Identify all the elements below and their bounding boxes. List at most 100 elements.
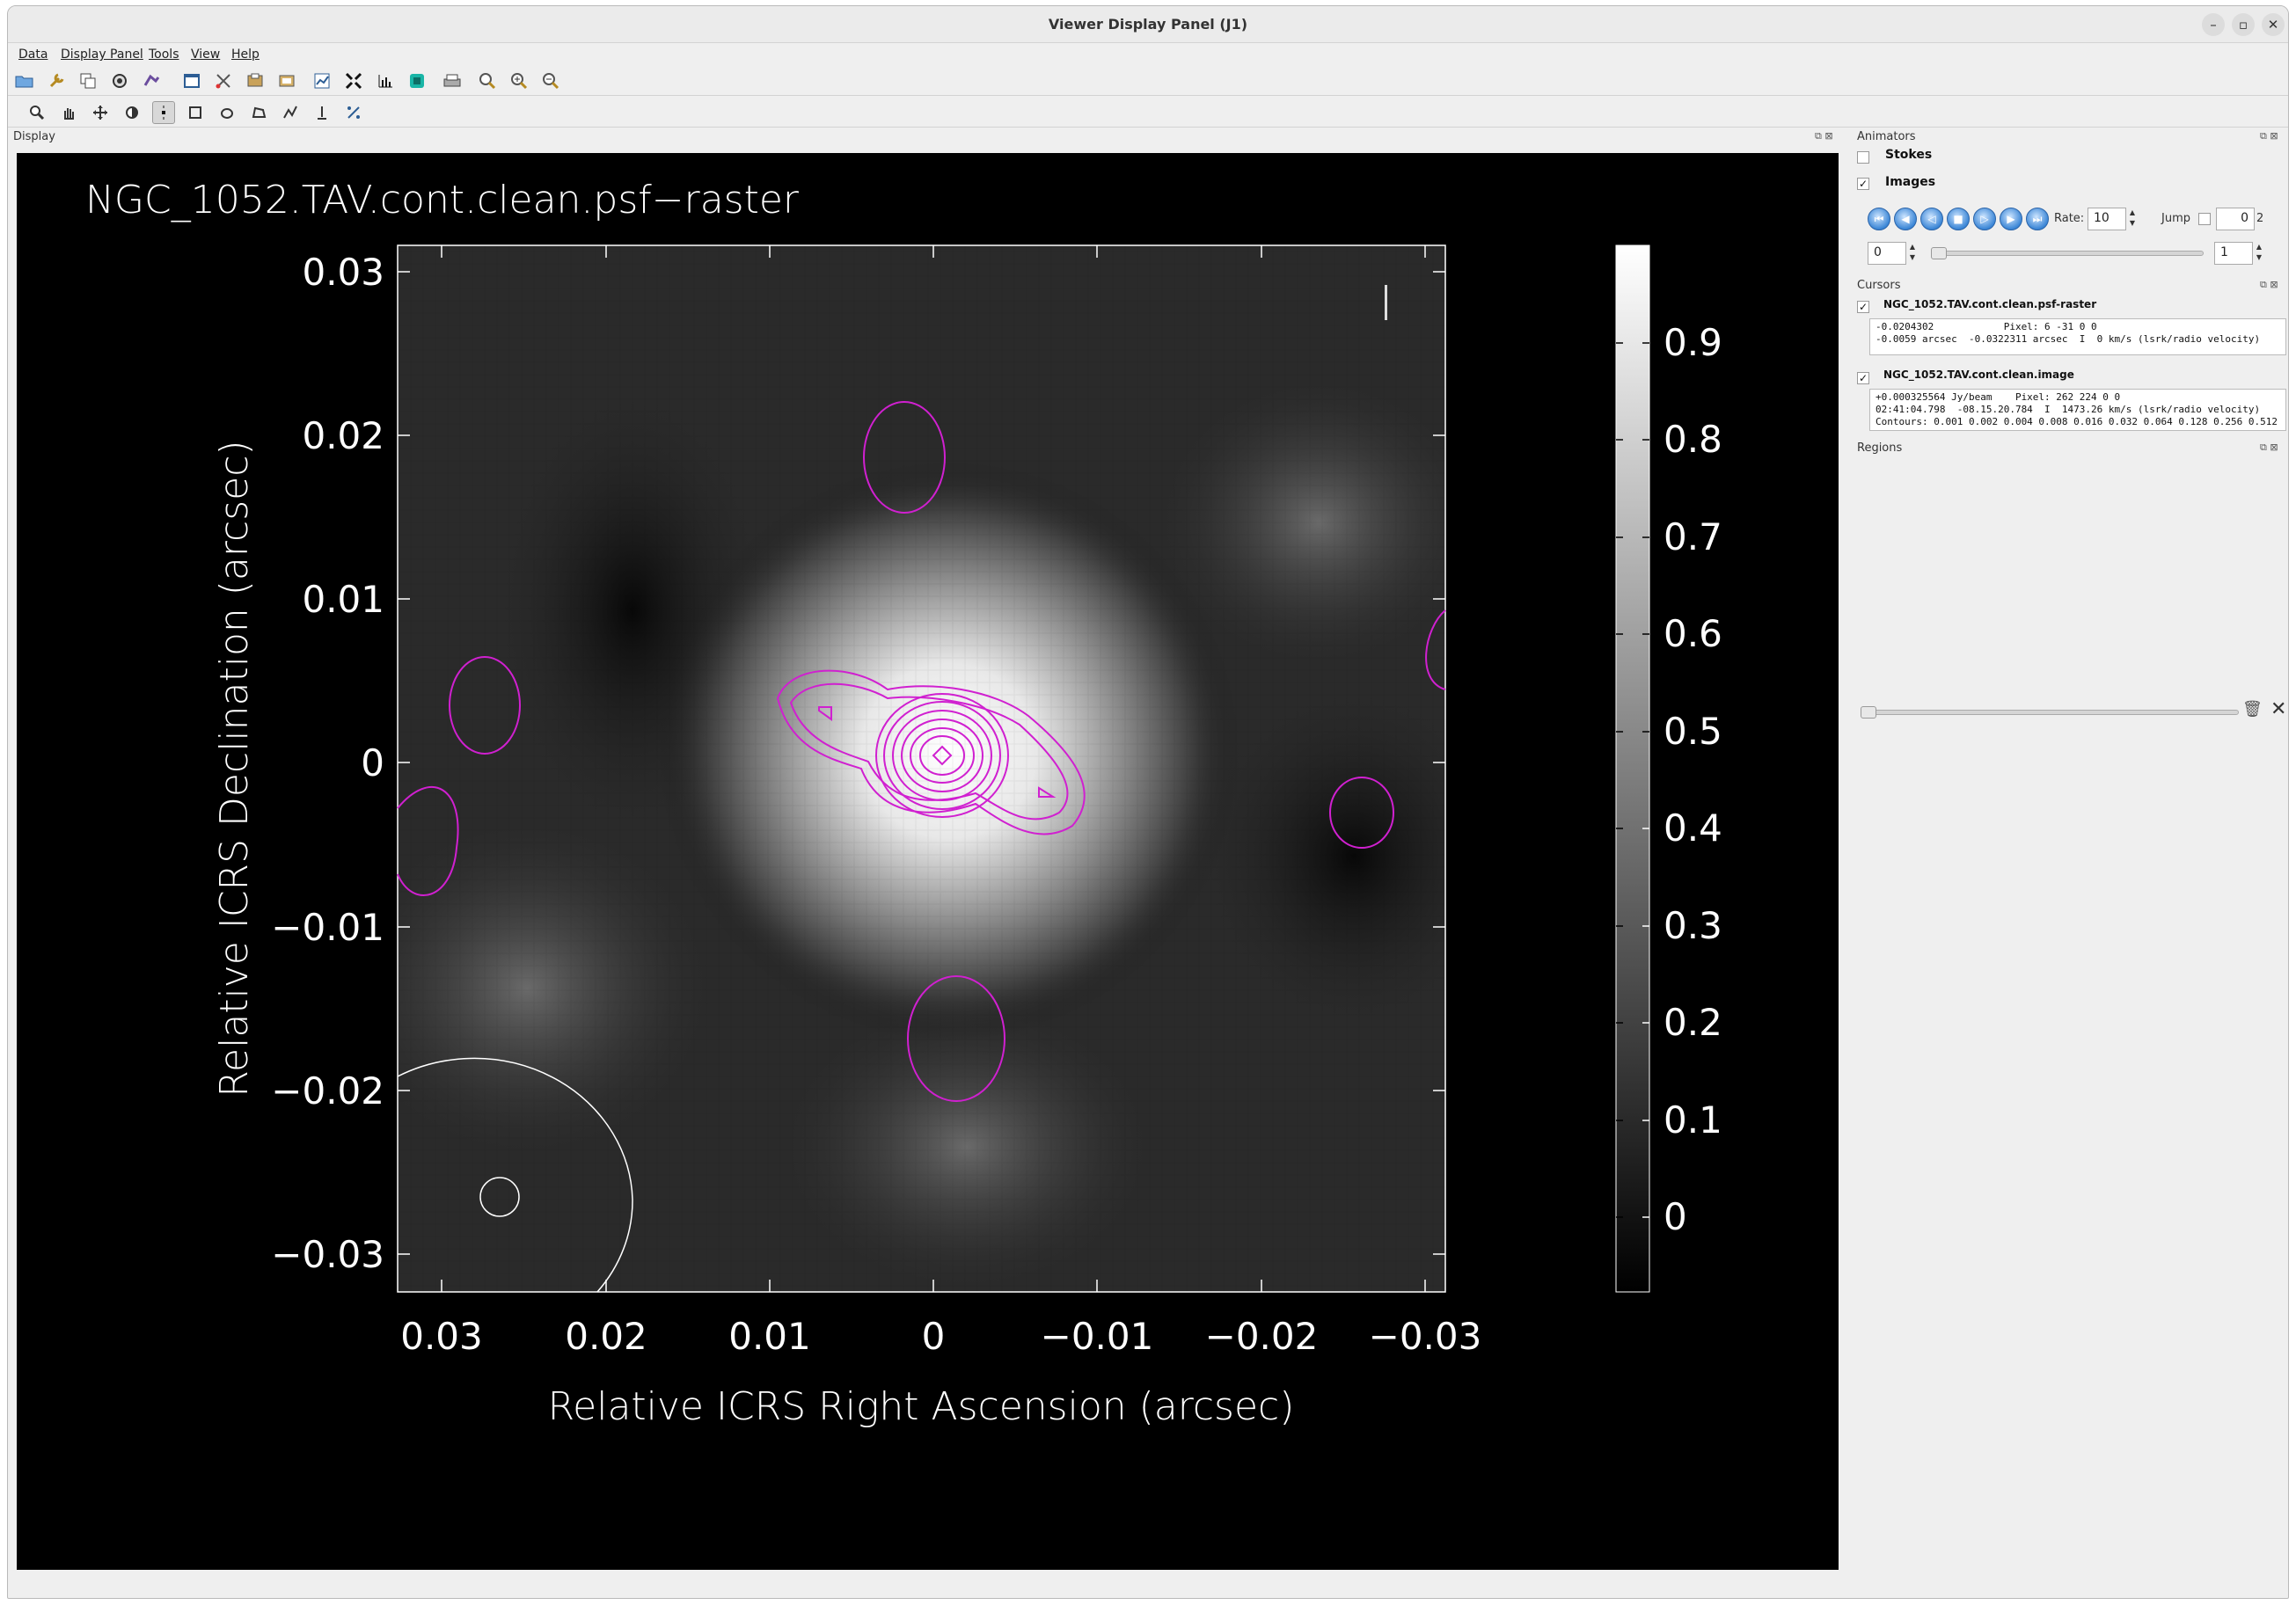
polyline-tool-icon[interactable] — [279, 101, 302, 124]
menu-help[interactable]: Help — [231, 47, 260, 62]
image-beam-ellipse — [397, 1057, 633, 1293]
psf-beam-ellipse — [479, 1177, 520, 1217]
play-reverse-icon[interactable]: ◁ — [1920, 208, 1943, 230]
cursor-readout-line: Contours: 0.001 0.002 0.004 0.008 0.016 … — [1876, 416, 2278, 427]
reload-icon[interactable] — [108, 69, 131, 92]
profile-tool-icon[interactable] — [311, 101, 333, 124]
images-checkbox[interactable]: ✓ — [1857, 178, 1869, 190]
colorbar-tick-label: 0.6 — [1664, 612, 1722, 655]
zoom-tool-icon[interactable] — [26, 101, 48, 124]
positioning-tool-icon[interactable] — [342, 101, 365, 124]
stokes-label: Stokes — [1885, 148, 1933, 162]
display-dock-title: Display — [13, 130, 55, 143]
frame-start-spin-arrows-icon[interactable]: ▲ ▼ — [1909, 243, 1916, 261]
zoom-out-icon[interactable] — [539, 69, 562, 92]
polygon-tool-icon[interactable] — [247, 101, 270, 124]
dock-float-close-icon[interactable]: ⧉ ⊠ — [1815, 130, 1833, 142]
copy-icon[interactable] — [77, 69, 99, 92]
toolbar-separator — [8, 95, 2288, 96]
minimize-icon[interactable]: – — [2202, 13, 2225, 36]
plot-title: NGC_1052.TAV.cont.clean.psf−raster — [85, 178, 800, 223]
colorbar-tick-label: 0.8 — [1664, 418, 1722, 461]
frame-start-input[interactable]: 0 — [1868, 242, 1906, 265]
frame-step-spin-arrows-icon[interactable]: ▲ ▼ — [2256, 243, 2263, 261]
color-icon[interactable] — [406, 69, 428, 92]
wrench-icon[interactable] — [45, 69, 68, 92]
to-start-icon[interactable]: ⏮ — [1868, 208, 1890, 230]
save-image-icon[interactable] — [275, 69, 298, 92]
stokes-checkbox[interactable] — [1857, 151, 1869, 164]
cursor-readout-line: -0.0059 arcsec -0.0322311 arcsec I 0 km/… — [1876, 333, 2261, 345]
display-plot: NGC_1052.TAV.cont.clean.psf−raster 0.03 … — [85, 178, 1722, 1429]
trash-icon[interactable]: 🗑 — [2242, 700, 2263, 719]
window-title: Viewer Display Panel (J1) — [1048, 16, 1248, 33]
rate-input[interactable]: 10 — [2088, 208, 2126, 230]
colorbar-tick-label: 0.3 — [1664, 904, 1722, 947]
rate-spin-arrows-icon[interactable]: ▲ ▼ — [2129, 208, 2136, 227]
stop-icon[interactable]: ■ — [1947, 208, 1970, 230]
y-tick-label: −0.03 — [271, 1233, 384, 1276]
menu-display-panel[interactable]: Display Panel — [61, 47, 143, 62]
panel-icon[interactable] — [180, 69, 203, 92]
export-icon[interactable] — [140, 69, 163, 92]
menu-tools[interactable]: Tools — [149, 47, 179, 62]
ellipse-tool-icon[interactable] — [216, 101, 238, 124]
scissors-icon[interactable] — [212, 69, 235, 92]
histogram-icon[interactable] — [374, 69, 397, 92]
maximize-icon[interactable]: ▫ — [2232, 13, 2255, 36]
chart-icon[interactable] — [311, 69, 333, 92]
dock-float-close-icon[interactable]: ⧉ ⊠ — [2260, 441, 2278, 453]
cursor-checkbox[interactable]: ✓ — [1857, 372, 1869, 384]
play-icon[interactable]: ▷ — [1973, 208, 1996, 230]
images-label: Images — [1885, 175, 1936, 189]
cursor-checkbox[interactable]: ✓ — [1857, 301, 1869, 313]
point-tool-icon[interactable] — [152, 101, 175, 124]
dock-float-close-icon[interactable]: ⧉ ⊠ — [2260, 130, 2278, 142]
delete-region-icon[interactable]: ✕ — [2270, 698, 2287, 720]
cursor-readout-line: +0.000325564 Jy/beam Pixel: 262 224 0 0 — [1876, 391, 2121, 403]
dock-float-close-icon[interactable]: ⧉ ⊠ — [2260, 279, 2278, 290]
jump-checkbox[interactable] — [2198, 213, 2211, 225]
plot-text: NGC_1052.TAV.cont.clean.psf−raster 0.03 … — [85, 178, 1722, 1429]
move-tool-icon[interactable] — [89, 101, 112, 124]
display-canvas[interactable]: NGC_1052.TAV.cont.clean.psf−raster 0.03 … — [17, 153, 1839, 1570]
step-forward-icon[interactable]: ▶ — [2000, 208, 2022, 230]
menu-bar: Data Display Panel Tools View Help — [8, 44, 2288, 65]
printer-icon[interactable] — [441, 69, 464, 92]
frame-slider[interactable] — [1931, 251, 2204, 256]
menu-data[interactable]: Data — [18, 47, 48, 62]
to-end-icon[interactable]: ⏭ — [2026, 208, 2049, 230]
regions-slider-handle[interactable] — [1861, 706, 1876, 719]
colorbar-ticks — [1616, 342, 1649, 1218]
animators-dock-title: Animators — [1857, 130, 1916, 143]
fit-icon[interactable] — [342, 69, 365, 92]
frame-step-input[interactable]: 1 — [2214, 242, 2253, 265]
viewer-window: Viewer Display Panel (J1) – ▫ ✕ Data Dis… — [7, 5, 2289, 1599]
title-bar: Viewer Display Panel (J1) – ▫ ✕ — [8, 6, 2288, 43]
pan-tool-icon[interactable] — [57, 101, 80, 124]
x-tick-label: −0.01 — [1041, 1315, 1154, 1358]
x-tick-label: −0.02 — [1205, 1315, 1319, 1358]
rectangle-tool-icon[interactable] — [184, 101, 207, 124]
colorbar-tick-label: 0.4 — [1664, 806, 1722, 850]
jump-input[interactable]: 0 — [2216, 208, 2255, 230]
menu-view[interactable]: View — [191, 47, 221, 62]
colorbar-tick-label: 0.7 — [1664, 515, 1722, 558]
cursor-image-name: NGC_1052.TAV.cont.clean.image — [1883, 368, 2074, 381]
colorbar — [1615, 244, 1650, 1293]
open-icon[interactable] — [13, 69, 36, 92]
x-tick-label: −0.03 — [1369, 1315, 1482, 1358]
close-icon[interactable]: ✕ — [2262, 13, 2285, 36]
zoom-in-icon[interactable] — [508, 69, 530, 92]
frame-slider-handle[interactable] — [1931, 247, 1947, 259]
cursors-dock-title: Cursors — [1857, 279, 1901, 292]
regions-dock-title: Regions — [1857, 441, 1903, 455]
zoom-icon[interactable] — [476, 69, 499, 92]
contrast-tool-icon[interactable] — [121, 101, 143, 124]
step-back-icon[interactable]: ◀ — [1894, 208, 1917, 230]
x-axis-label: Relative ICRS Right Ascension (arcsec) — [548, 1384, 1295, 1429]
print-preview-icon[interactable] — [244, 69, 267, 92]
regions-slider[interactable] — [1861, 710, 2239, 715]
y-tick-label: −0.02 — [271, 1069, 384, 1113]
